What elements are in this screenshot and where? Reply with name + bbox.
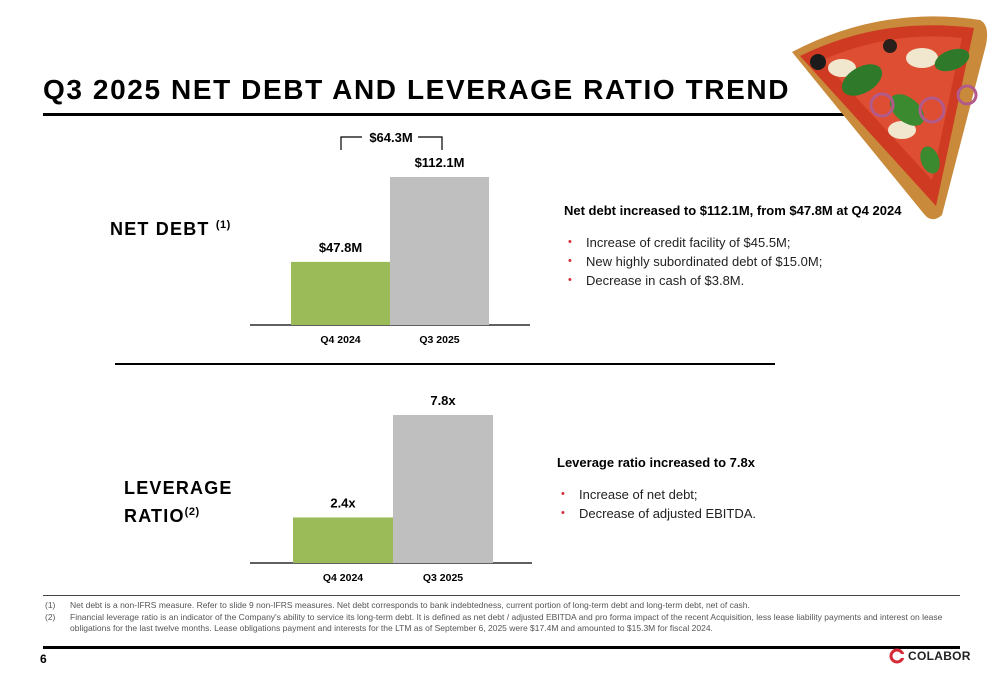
bullet-icon: • [561,507,565,519]
bar-q4-2024 [293,517,393,563]
bottom-divider [43,646,960,649]
list-item: • Decrease of adjusted EBITDA. [561,506,757,521]
pizza-slice-image [792,16,988,220]
change-bracket [340,136,443,150]
bar-q4-2024 [291,261,390,325]
title-underline [43,113,873,116]
page-number: 6 [40,652,47,666]
bar-q3-2025 [390,177,489,325]
leverage-commentary: Leverage ratio increased to 7.8x • Increa… [557,455,756,523]
logo-text: COLABOR [908,649,971,663]
category-label: Q4 2024 [320,334,360,346]
net-debt-note: (1) [215,219,231,231]
footnote-divider [43,595,960,596]
net-debt-headline: Net debt increased to $112.1M, from $47.… [564,203,902,218]
category-label: Q3 2025 [419,334,459,346]
colabor-logo: COLABOR [889,648,971,664]
list-item: • Increase of credit facility of $45.5M; [568,235,791,250]
footnotes: (1) Net debt is a non-IFRS measure. Refer… [45,600,945,635]
change-annotation: $64.3M [369,130,412,145]
list-item: • Increase of net debt; [561,487,698,502]
bullet-icon: • [568,274,572,286]
bar-q3-2025 [393,415,493,563]
section-divider [115,363,775,365]
page-title: Q3 2025 NET DEBT AND LEVERAGE RATIO TREN… [43,74,791,105]
footnote-2: (2) Financial leverage ratio is an indica… [45,611,943,634]
net-debt-commentary: Net debt increased to $112.1M, from $47.… [564,203,901,290]
leverage-headline: Leverage ratio increased to 7.8x [557,455,755,470]
leverage-chart: 2.4x Q4 2024 7.8x Q3 2025 [250,393,532,584]
data-label: 7.8x [430,393,456,408]
data-label: 2.4x [330,495,356,510]
bullet-icon: • [561,488,565,500]
category-label: Q4 2024 [323,572,363,584]
footnote-1: (1) Net debt is a non-IFRS measure. Refer… [45,600,750,610]
net-debt-label: NET DEBT (1) [110,219,231,239]
list-item: • Decrease in cash of $3.8M. [568,273,745,288]
bullet-icon: • [568,236,572,248]
leverage-note: (2) [184,506,200,518]
data-label: $47.8M [319,240,362,255]
colabor-logo-icon [889,648,905,664]
leverage-label: LEVERAGE RATIO(2) [124,478,233,526]
net-debt-chart: $64.3M $47.8M Q4 2024 $112.1M Q3 2025 [250,130,530,346]
category-label: Q3 2025 [423,572,463,584]
list-item: • New highly subordinated debt of $15.0M; [568,254,823,269]
bullet-icon: • [568,255,572,267]
data-label: $112.1M [415,155,465,170]
